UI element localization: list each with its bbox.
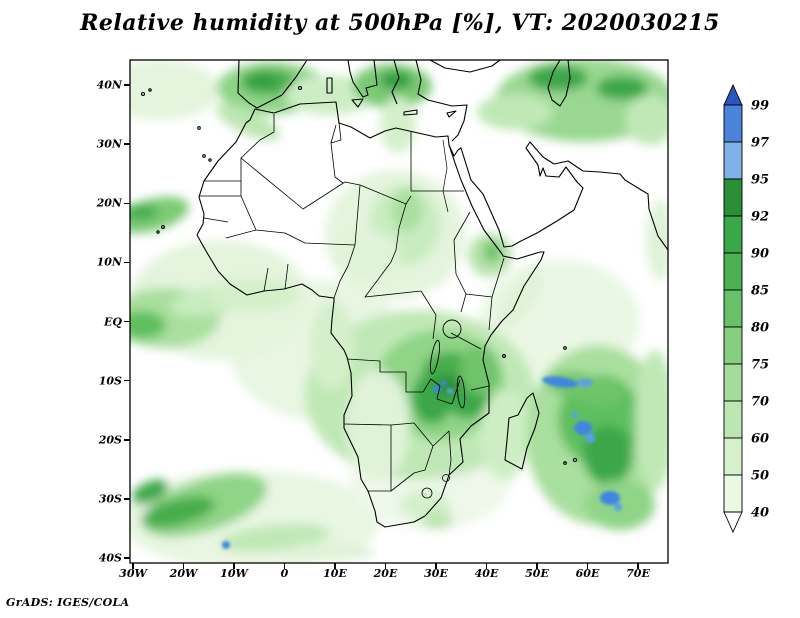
y-axis-tick-label: 40N	[96, 78, 122, 92]
colorbar-segment	[723, 474, 743, 513]
y-axis-tick	[124, 498, 130, 500]
y-axis-tick-label: 40S	[98, 551, 122, 565]
colorbar-label: 75	[751, 358, 769, 373]
x-axis-tick-label: 30E	[424, 567, 448, 580]
x-axis-tick	[233, 563, 235, 569]
x-axis-tick	[334, 563, 336, 569]
y-axis-tick	[124, 202, 130, 204]
colorbar-label: 40	[751, 506, 769, 521]
y-axis-tick-label: 20S	[98, 433, 122, 447]
colorbar-label: 70	[751, 395, 769, 410]
humidity-maxima-specks	[222, 376, 622, 549]
colorbar-label: 97	[751, 136, 769, 151]
colorbar-label: 85	[751, 284, 769, 299]
colorbar-label: 80	[751, 321, 769, 336]
plot-title: Relative humidity at 500hPa [%], VT: 202…	[80, 10, 720, 36]
x-axis-tick-label: 20E	[373, 567, 398, 580]
x-axis-tick-label: 10W	[220, 567, 248, 580]
credit-text: GrADS: IGES/COLA	[6, 596, 130, 609]
x-axis-tick-label: 20W	[169, 567, 198, 580]
x-axis-tick-label: 50E	[525, 567, 549, 580]
y-axis-tick	[124, 84, 130, 86]
x-axis-tick-label: 30W	[119, 567, 147, 580]
colorbar-label: 90	[751, 247, 769, 262]
x-axis-tick-label: 40E	[474, 567, 499, 580]
colorbar-label: 99	[751, 99, 769, 114]
colorbar-label: 50	[751, 469, 769, 484]
colorbar-label: 95	[751, 173, 769, 188]
y-axis-tick	[124, 143, 130, 145]
colorbar-arrow-top	[723, 83, 743, 106]
x-axis-tick-label: 10E	[323, 567, 347, 580]
colorbar-segment	[723, 437, 743, 476]
y-axis-tick	[124, 320, 130, 323]
y-axis-tick	[124, 439, 130, 441]
y-axis-tick-label: EQ	[104, 315, 122, 328]
map-frame	[129, 59, 669, 564]
colorbar-segment	[723, 400, 743, 439]
y-axis-tick-label: 30N	[96, 137, 122, 151]
x-axis-tick	[637, 563, 639, 569]
y-axis-tick	[124, 261, 130, 264]
x-axis-tick	[485, 563, 488, 569]
colorbar-segment	[723, 326, 743, 365]
y-axis-tick	[124, 557, 130, 559]
colorbar-arrow-bottom	[723, 511, 743, 534]
coastlines	[140, 60, 668, 528]
colorbar-segment	[723, 104, 743, 143]
y-axis-tick-label: 30S	[98, 492, 122, 506]
x-axis-tick	[435, 563, 437, 569]
y-axis-tick-label: 10S	[98, 374, 122, 388]
nile-river	[442, 139, 449, 213]
x-axis-tick	[586, 563, 589, 569]
colorbar-segment	[723, 215, 743, 254]
x-axis-tick	[384, 563, 387, 569]
colorbar-svg: 99 97 95 92 90 85 80 75 70 60 50 40	[723, 83, 769, 534]
x-axis-tick	[132, 563, 134, 569]
x-axis-tick-label: 60E	[575, 567, 600, 580]
colorbar-segment	[723, 289, 743, 328]
colorbar-segment	[723, 252, 743, 291]
colorbar-segment	[723, 141, 743, 180]
x-axis-tick	[182, 563, 185, 569]
colorbar-segment	[723, 363, 743, 402]
y-axis-tick-label: 20N	[96, 196, 122, 210]
colorbar-label: 92	[751, 210, 769, 225]
y-axis-tick-label: 10N	[96, 255, 122, 269]
country-borders	[199, 114, 505, 499]
x-axis-tick-label: 0	[280, 567, 289, 580]
humidity-field	[130, 60, 668, 563]
colorbar: 99 97 95 92 90 85 80 75 70 60 50 40	[722, 83, 800, 545]
y-axis-tick	[124, 379, 130, 382]
x-axis-tick	[283, 563, 286, 569]
colorbar-label: 60	[751, 432, 769, 447]
x-axis-tick	[536, 563, 538, 569]
colorbar-segment	[723, 178, 743, 217]
lakes	[430, 319, 466, 409]
x-axis-tick-label: 70E	[626, 567, 650, 580]
